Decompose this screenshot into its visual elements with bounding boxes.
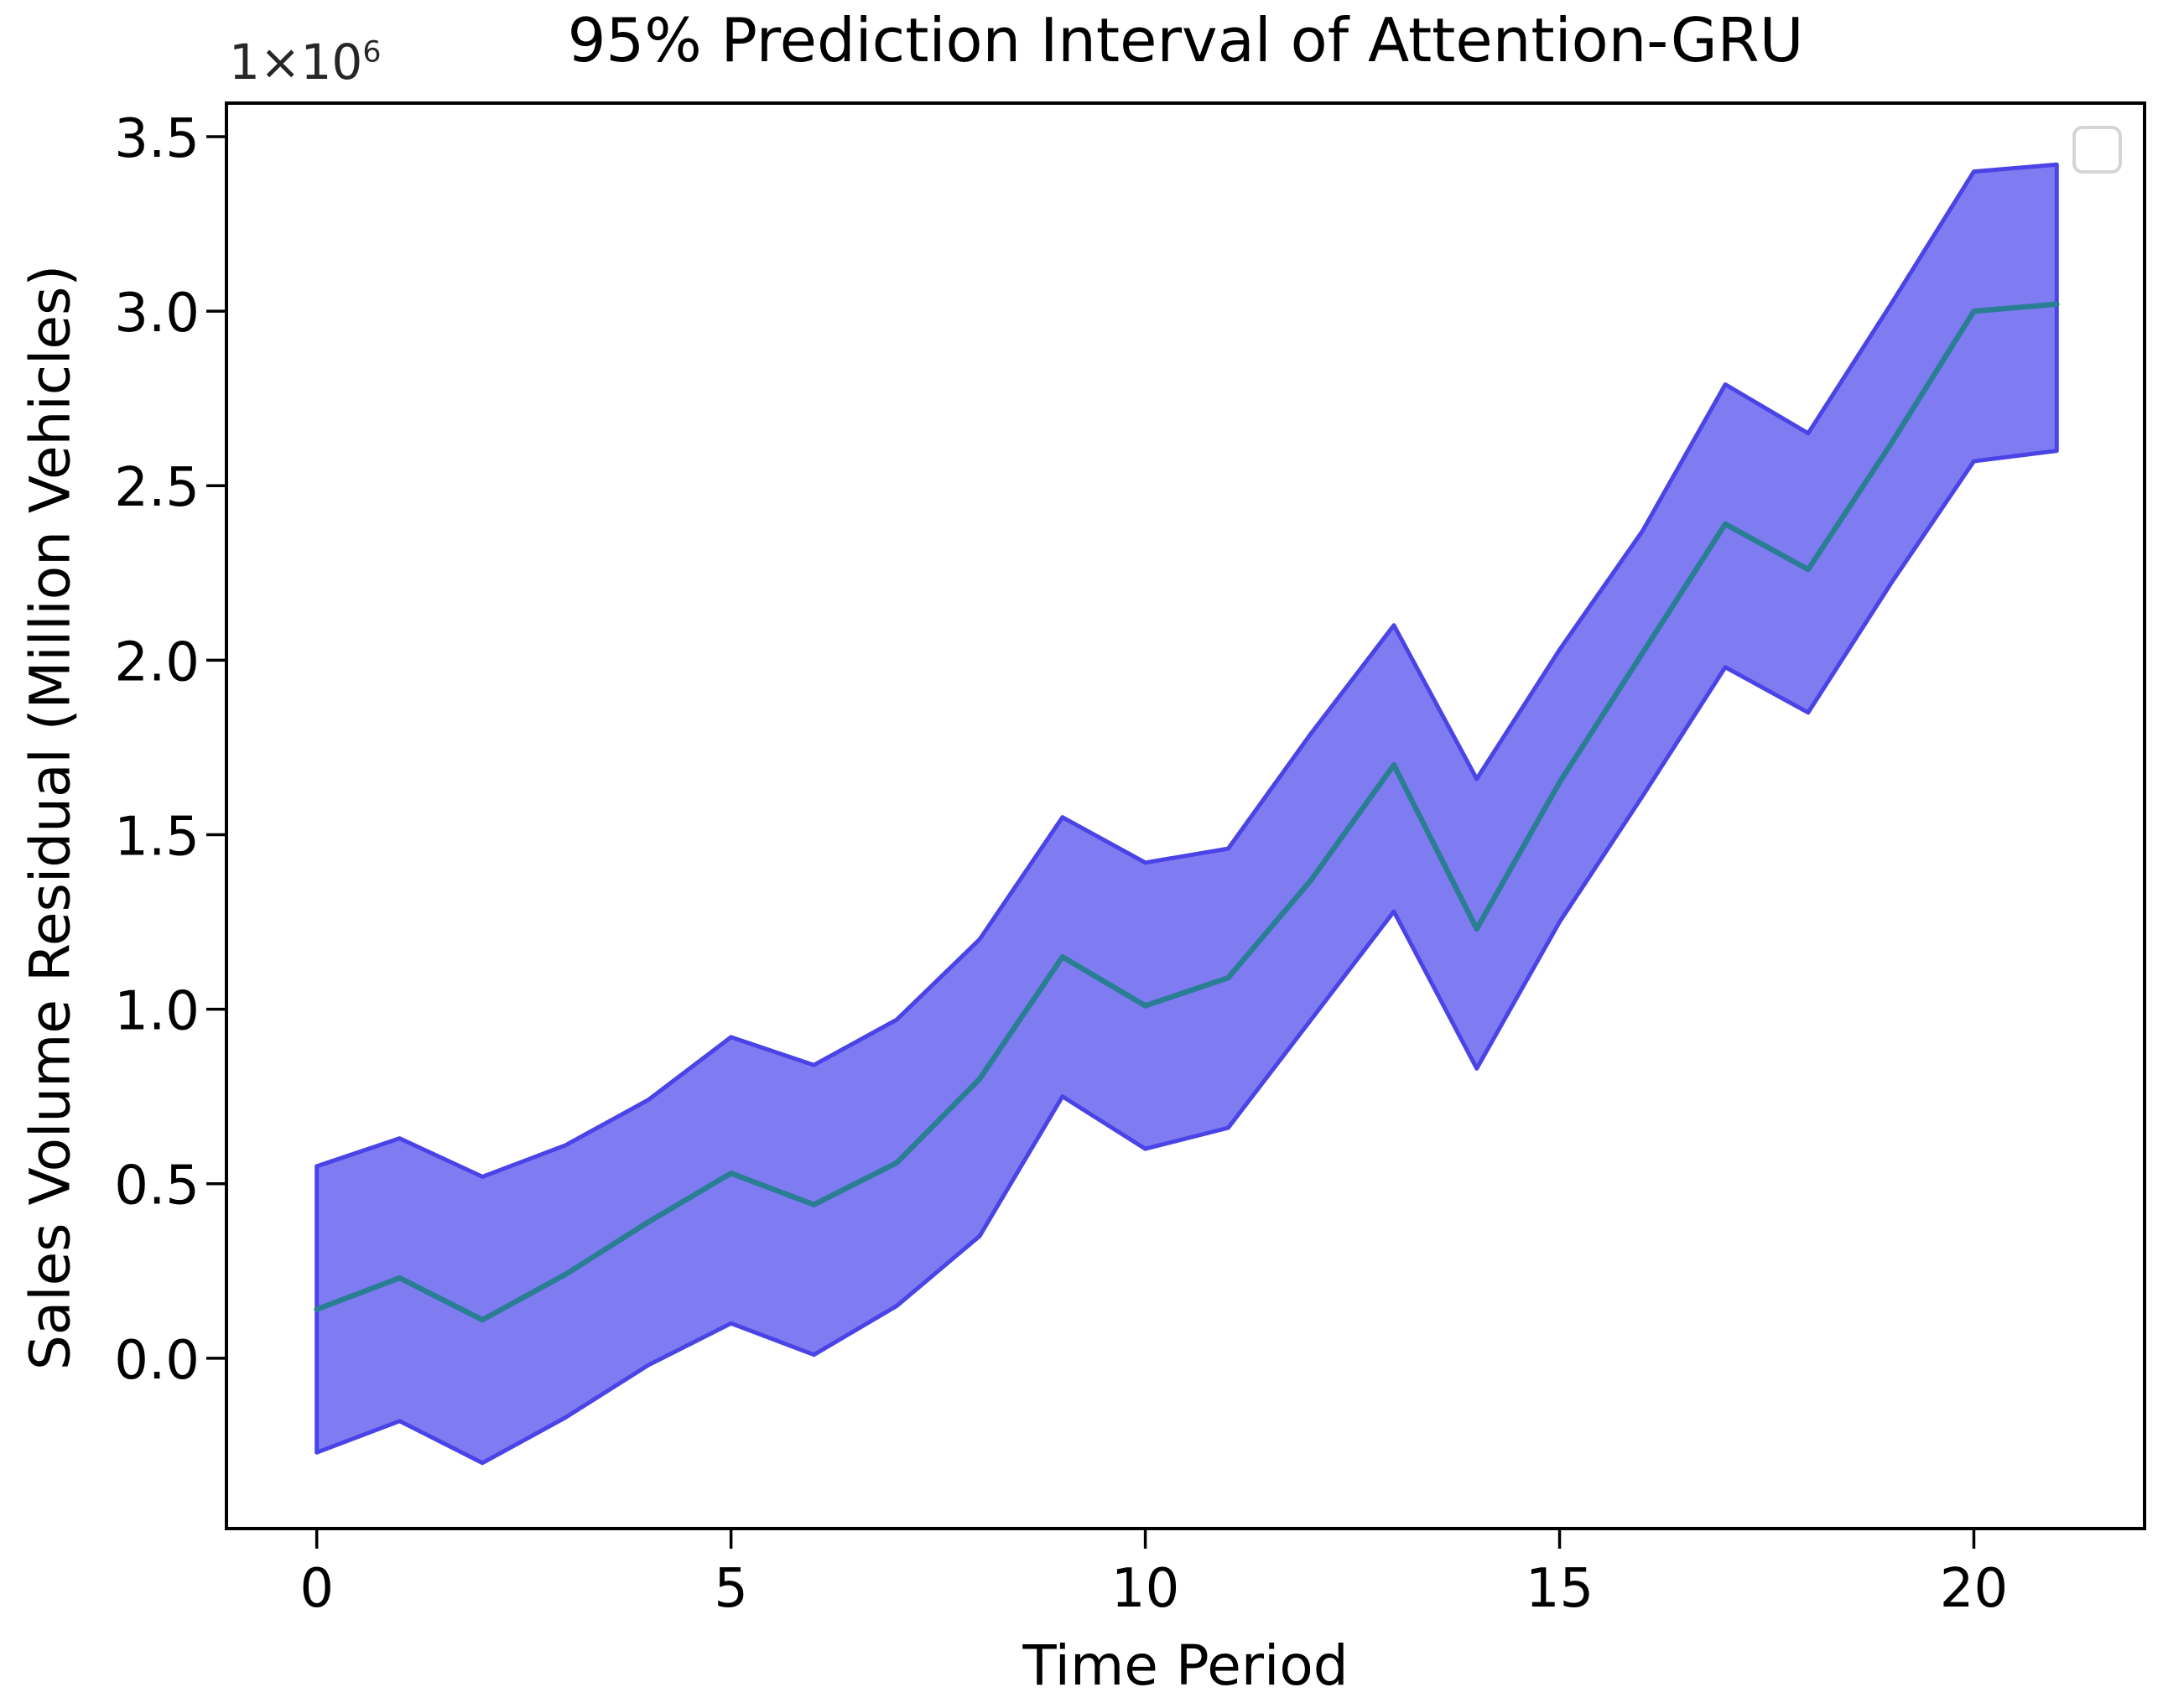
x-axis-label: Time Period	[1022, 1633, 1349, 1698]
chart-title: 95% Prediction Interval of Attention-GRU	[567, 5, 1804, 75]
x-tick-label: 0	[299, 1558, 334, 1620]
axes-spines	[225, 101, 2146, 1530]
y-tick-label: 1.0	[114, 981, 200, 1043]
y-axis-offset-text: 1×106	[229, 34, 381, 91]
offset-base: 1×10	[229, 34, 363, 91]
prediction-mean-line	[314, 301, 2060, 1323]
y-tick-label: 2.0	[114, 631, 200, 693]
y-tick-label: 0.5	[114, 1155, 200, 1217]
y-tick-label: 0.0	[114, 1330, 200, 1392]
x-tick-label: 5	[714, 1558, 748, 1620]
y-axis-label: Sales Volume Residual (Million Vehicles)	[18, 264, 83, 1371]
y-tick-label: 2.5	[114, 457, 200, 519]
y-tick-label: 3.0	[114, 283, 200, 345]
prediction-interval-band	[315, 162, 2059, 1466]
legend-box	[2072, 126, 2122, 174]
x-tick-label: 20	[1940, 1558, 2008, 1620]
x-tick-label: 15	[1526, 1558, 1594, 1620]
y-tick-label: 1.5	[114, 806, 200, 868]
y-tick-label: 3.5	[114, 108, 200, 170]
x-tick-label: 10	[1111, 1558, 1179, 1620]
offset-exponent: 6	[362, 35, 382, 70]
